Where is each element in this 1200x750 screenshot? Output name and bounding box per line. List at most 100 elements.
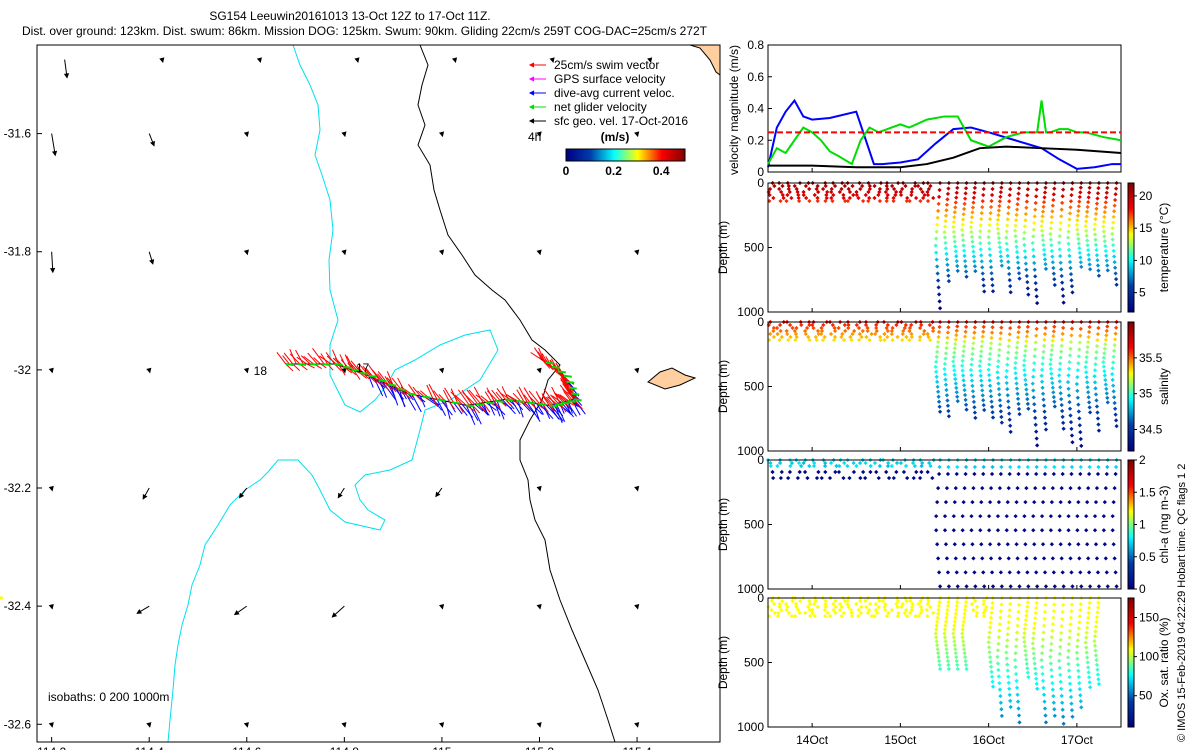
profile-point	[1006, 265, 1011, 271]
profile-point	[980, 205, 985, 210]
swim-vector	[320, 353, 329, 365]
profile-point	[1086, 485, 1091, 491]
profile-point	[828, 331, 834, 337]
profile-point	[1005, 253, 1010, 258]
profile-point	[1022, 631, 1027, 636]
profile-colorbar-cell	[1128, 653, 1134, 655]
profile-point	[1043, 266, 1049, 272]
profile-point	[988, 204, 994, 210]
profile-colorbar-cell	[1128, 549, 1134, 551]
profile-point	[990, 283, 995, 288]
profile-point	[996, 208, 1002, 213]
profile-point	[1086, 610, 1091, 615]
profile-point	[777, 601, 782, 607]
profile-colorbar-cell	[1128, 307, 1134, 309]
profile-point	[1005, 356, 1010, 361]
profile-point	[934, 257, 939, 262]
profile-point	[971, 394, 976, 399]
profile-point	[963, 599, 969, 605]
profile-point	[827, 475, 833, 481]
profile-point	[1060, 408, 1065, 414]
profile-point	[857, 460, 863, 466]
profile-point	[1085, 620, 1090, 625]
swim-vector	[379, 380, 390, 391]
profile-colorbar-cell	[1128, 535, 1134, 537]
profile-point	[977, 235, 982, 240]
current-vector	[419, 395, 426, 408]
sfc-velocity-arrow-head	[146, 722, 152, 728]
profile-point	[1111, 243, 1116, 248]
profile-colorbar-cell	[1128, 416, 1134, 418]
profile-colorbar-tick-label: 50	[1139, 689, 1153, 703]
profile-point	[936, 556, 941, 561]
profile-point	[1014, 500, 1019, 505]
profile-colorbar-cell	[1128, 697, 1134, 699]
profile-point	[952, 368, 957, 373]
profile-point	[847, 189, 853, 195]
profile-colorbar-cell	[1128, 476, 1134, 478]
profile-point	[995, 226, 1001, 232]
profile-colorbar-cell	[1128, 663, 1134, 665]
profile-point	[955, 268, 960, 274]
profile-point	[1031, 254, 1036, 259]
profile-point	[1068, 694, 1074, 700]
profile-point	[935, 647, 940, 652]
sfc-velocity-arrow	[438, 249, 445, 256]
sfc-velocity-arrow	[49, 251, 56, 274]
profile-colorbar-cell	[1128, 670, 1134, 672]
profile-colorbar-cell	[1128, 329, 1134, 331]
profile-point	[1070, 440, 1075, 445]
profile-point	[914, 195, 919, 201]
profile-point	[944, 251, 949, 257]
profile-point	[792, 613, 798, 619]
profile-point	[1004, 644, 1009, 649]
profile-point	[1096, 428, 1102, 433]
profile-colorbar-cell	[1128, 363, 1134, 365]
profile-point	[1092, 374, 1097, 379]
profile-colorbar-cell	[1128, 523, 1134, 525]
profile-point	[986, 241, 992, 246]
profile-point	[1112, 485, 1117, 491]
profile-point	[953, 647, 958, 652]
sfc-velocity-arrow-head	[451, 57, 458, 64]
profile-colorbar-cell	[1128, 507, 1134, 509]
profile-colorbar-cell	[1128, 249, 1134, 251]
profile-point	[1051, 333, 1056, 339]
profile-point	[1093, 362, 1098, 367]
profile-point	[1085, 344, 1090, 350]
profile-y-tick-label: 0	[757, 453, 764, 467]
map-colorbar-cell	[622, 149, 624, 161]
profile-point	[823, 460, 828, 466]
profile-point	[1005, 662, 1010, 667]
profile-point	[823, 469, 828, 475]
profile-point	[1015, 260, 1021, 265]
profile-point	[953, 377, 958, 382]
profile-colorbar-cell	[1128, 335, 1134, 337]
profile-point	[1110, 514, 1115, 519]
profile-point	[946, 464, 951, 470]
profile-point	[1105, 185, 1110, 190]
profile-colorbar-cell	[1128, 435, 1134, 437]
profile-point	[1032, 402, 1037, 407]
profile-point	[1015, 692, 1020, 697]
swim-vector	[487, 390, 498, 402]
profile-point	[1078, 430, 1083, 435]
profile-colorbar-cell	[1128, 205, 1134, 207]
profile-colorbar-cell	[1128, 441, 1134, 443]
profile-colorbar-cell	[1128, 350, 1134, 352]
profile-colorbar-cell	[1128, 553, 1134, 555]
profile-point	[920, 460, 925, 466]
profile-point	[943, 619, 949, 624]
profile-point	[829, 186, 834, 192]
profile-colorbar-cell	[1128, 559, 1134, 561]
profile-point	[1092, 227, 1097, 232]
profile-point	[953, 651, 958, 656]
profile-colorbar-tick-label: 5	[1139, 286, 1146, 300]
profile-point	[936, 201, 941, 207]
profile-colorbar-cell	[1128, 499, 1134, 501]
profile-point	[1022, 230, 1027, 235]
profile-point	[997, 622, 1003, 627]
profile-colorbar-cell	[1128, 375, 1134, 377]
profile-colorbar-cell	[1128, 501, 1134, 503]
profile-point	[1066, 661, 1071, 667]
